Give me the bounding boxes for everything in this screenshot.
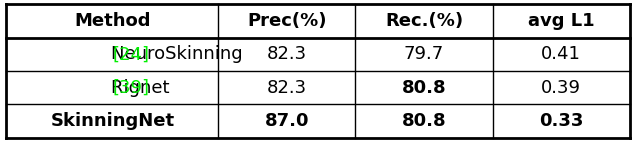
Text: [39]: [39] [113, 79, 149, 97]
Text: Rec.(%): Rec.(%) [385, 12, 463, 30]
Text: Prec(%): Prec(%) [247, 12, 327, 30]
Text: 0.33: 0.33 [539, 112, 583, 130]
Text: 82.3: 82.3 [266, 79, 307, 97]
Text: NeuroSkinning: NeuroSkinning [111, 45, 249, 63]
Text: [24]: [24] [113, 45, 149, 63]
Text: 80.8: 80.8 [402, 112, 446, 130]
Text: 0.39: 0.39 [541, 79, 581, 97]
Text: SkinningNet: SkinningNet [50, 112, 174, 130]
Text: 80.8: 80.8 [402, 79, 446, 97]
Text: 87.0: 87.0 [265, 112, 309, 130]
Text: avg L1: avg L1 [528, 12, 595, 30]
Text: 79.7: 79.7 [404, 45, 444, 63]
Text: Method: Method [74, 12, 151, 30]
Text: 82.3: 82.3 [266, 45, 307, 63]
Text: Rignet: Rignet [111, 79, 176, 97]
Text: 0.41: 0.41 [541, 45, 581, 63]
